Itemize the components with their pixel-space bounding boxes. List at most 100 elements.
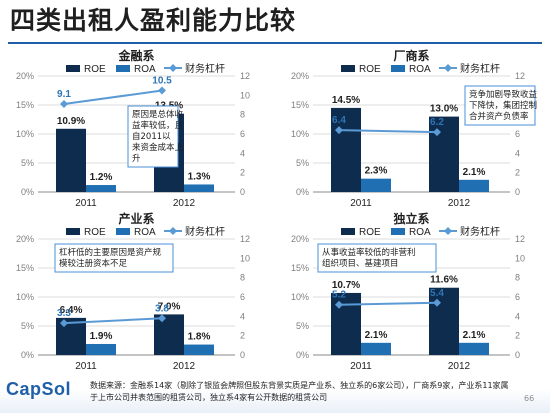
y2-tick-label: 6	[240, 292, 245, 302]
x-tick-label: 2011	[75, 361, 97, 372]
data-label-leverage: 5.2	[332, 290, 346, 301]
annotation-line: 组织项目、基建项目	[322, 258, 399, 269]
annotation-box	[317, 243, 437, 273]
annotation-text: 竞争加剧导致收益下降快，集团控制合并资产负债率	[469, 89, 538, 122]
data-label-roa: 1.9%	[90, 331, 113, 342]
data-label-roe: 10.7%	[332, 280, 360, 291]
y2-tick-label: 12	[515, 71, 525, 81]
y2-tick-label: 2	[240, 331, 245, 341]
data-label-leverage: 3.3	[57, 308, 71, 319]
y-tick-label: 20%	[16, 71, 34, 81]
data-label-leverage: 5.4	[430, 288, 444, 299]
point-leverage	[335, 126, 343, 135]
y-tick-label: 10%	[291, 129, 309, 139]
chart-jinrong: 金融系 ROE ROA 财务杠杆 0% 5% 10% 15% 20% 0 2 4 6 8 10 12 10.9%…	[16, 48, 250, 209]
annotation-line: 原因是总体收	[132, 109, 184, 120]
y-tick-label: 5%	[296, 158, 309, 168]
y2-tick-label: 12	[515, 234, 525, 244]
bar-roe	[154, 314, 184, 355]
source-note: 数据来源：金融系14家（剔除了银监会牌照但股东背景实质是产业系、独立系的6家公司…	[90, 381, 509, 402]
annotation-text: 杠杆低的主要原因是资产规模较注册资本不足	[59, 247, 162, 269]
data-label-roa: 1.8%	[188, 332, 211, 343]
legend-swatch-roa	[391, 228, 405, 235]
footer-bar	[0, 372, 550, 413]
y2-tick-label: 8	[240, 273, 245, 283]
chart-duli: 独立系 ROE ROA 财务杠杆 0% 5% 10% 15% 20% 0 2 4 6 8 10 12 10.7%…	[291, 211, 525, 372]
bar-roa	[361, 342, 391, 355]
bar-roa	[459, 342, 489, 355]
y2-tick-label: 6	[515, 129, 520, 139]
data-label-roe: 13.0%	[430, 104, 458, 115]
data-label-roe: 10.9%	[57, 116, 85, 127]
y-tick-label: 5%	[21, 321, 34, 331]
annotation-box	[127, 105, 179, 168]
legend-label-leverage: 财务杠杆	[460, 225, 500, 238]
y-tick-label: 20%	[16, 234, 34, 244]
legend-swatch-roe	[66, 228, 80, 235]
legend-label-roa: ROA	[134, 64, 156, 75]
bar-roa	[184, 344, 214, 355]
data-label-leverage: 6.4	[332, 115, 346, 126]
y2-tick-label: 2	[515, 331, 520, 341]
y2-tick-label: 10	[240, 90, 250, 100]
y-tick-label: 10%	[291, 292, 309, 302]
data-label-roa: 2.3%	[365, 166, 388, 177]
y2-tick-label: 4	[240, 148, 245, 158]
y-tick-label: 0%	[21, 350, 34, 360]
y-tick-label: 20%	[291, 234, 309, 244]
legend-swatch-roe	[341, 65, 355, 72]
x-tick-label: 2011	[350, 361, 372, 372]
title-underline	[8, 42, 542, 44]
legend-swatch-roe	[341, 228, 355, 235]
y-tick-label: 0%	[296, 350, 309, 360]
y-tick-label: 15%	[291, 263, 309, 273]
legend-label-leverage: 财务杠杆	[185, 62, 225, 75]
data-label-roe: 11.6%	[430, 275, 458, 286]
bar-roe	[429, 287, 459, 355]
data-label-leverage: 9.1	[57, 89, 71, 100]
y2-tick-label: 0	[515, 187, 520, 197]
line-leverage	[338, 301, 438, 306]
x-tick-label: 2012	[173, 361, 196, 372]
annotation-line: 杠杆低的主要原因是资产规	[59, 247, 162, 258]
line-leverage	[338, 129, 438, 134]
annotation-line: 自2011以	[132, 131, 171, 142]
data-label-roa: 2.1%	[365, 330, 388, 341]
annotation-line: 来资金成本上	[132, 142, 184, 153]
bar-roe	[429, 116, 459, 192]
data-label-roa: 2.1%	[463, 167, 486, 178]
chart-chanye: 产业系 ROE ROA 财务杠杆 0% 5% 10% 15% 20% 0 2 4 6 8 10 12 6.4% 1…	[16, 211, 250, 372]
y2-tick-label: 4	[515, 148, 520, 158]
y2-tick-label: 6	[240, 129, 245, 139]
y-tick-label: 0%	[296, 187, 309, 197]
annotation-box	[464, 85, 536, 126]
point-leverage	[335, 300, 343, 309]
legend-label-roe: ROE	[84, 64, 106, 75]
bar-roa	[86, 185, 116, 192]
legend-label-leverage: 财务杠杆	[185, 225, 225, 238]
point-leverage	[60, 319, 68, 328]
legend-label-leverage: 财务杠杆	[460, 62, 500, 75]
annotation-line: 合并资产负债率	[469, 111, 529, 122]
point-leverage	[433, 128, 441, 137]
legend-marker-leverage	[169, 64, 177, 72]
legend-label-roe: ROE	[84, 227, 106, 238]
company-logo: CapSol	[6, 379, 72, 399]
line-leverage	[63, 89, 163, 106]
y2-tick-label: 4	[240, 311, 245, 321]
y2-tick-label: 12	[240, 234, 250, 244]
chart-changshang: 厂商系ROEROA财务杠杆0%5%10%15%20%02468101214.5%…	[291, 48, 538, 209]
annotation-line: 益率较低，且	[132, 120, 184, 131]
y-tick-label: 15%	[16, 263, 34, 273]
y-tick-label: 0%	[21, 187, 34, 197]
chart-title: 厂商系	[393, 48, 429, 63]
annotation-text: 原因是总体收益率较低，且自2011以来资金成本上升	[132, 109, 184, 164]
x-tick-label: 2012	[173, 198, 196, 209]
legend-label-roa: ROA	[409, 64, 431, 75]
legend-label-roa: ROA	[134, 227, 156, 238]
data-label-roe: 6.4%	[60, 305, 83, 316]
y-tick-label: 15%	[16, 100, 34, 110]
annotation-line: 模较注册资本不足	[59, 258, 128, 269]
bar-roe	[56, 128, 86, 192]
chart-title: 独立系	[392, 211, 429, 226]
